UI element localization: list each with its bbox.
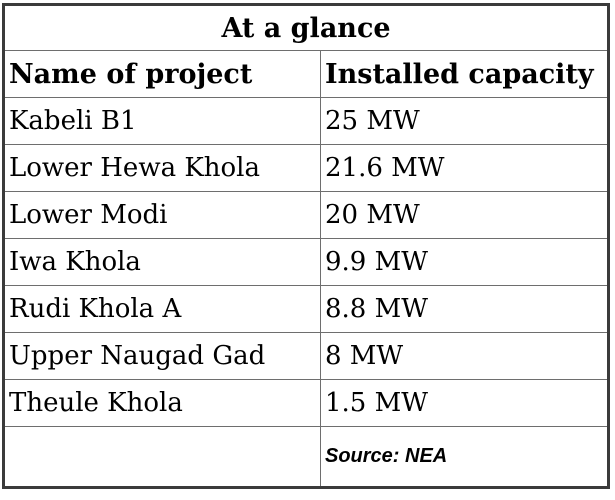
table-row: Kabeli B1 25 MW [3,97,609,145]
table-row: Rudi Khola A 8.8 MW [3,285,609,333]
table-row: Lower Modi 20 MW [3,191,609,239]
table-row: Upper Naugad Gad 8 MW [3,332,609,380]
project-name: Iwa Khola [3,238,321,286]
project-name: Rudi Khola A [3,285,321,333]
table-source-row: Source: NEA [3,426,609,488]
project-name: Lower Hewa Khola [3,144,321,192]
project-name: Theule Khola [3,379,321,427]
project-capacity: 8.8 MW [320,285,609,333]
source-note: Source: NEA [325,445,448,467]
project-capacity: 21.6 MW [320,144,609,192]
project-capacity: 1.5 MW [320,379,609,427]
project-capacity: 25 MW [320,97,609,145]
project-capacity: 20 MW [320,191,609,239]
empty-cell [3,426,321,488]
table-title-row: At a glance [3,4,609,51]
project-name: Kabeli B1 [3,97,321,145]
table-header-row: Name of project Installed capacity [3,50,609,98]
project-capacity: 8 MW [320,332,609,380]
at-a-glance-table: At a glance Name of project Installed ca… [2,3,610,489]
table-row: Theule Khola 1.5 MW [3,379,609,427]
project-name: Lower Modi [3,191,321,239]
column-header-name: Name of project [3,50,321,98]
project-capacity: 9.9 MW [320,238,609,286]
table-title: At a glance [3,4,609,51]
column-header-capacity: Installed capacity [320,50,609,98]
table-row: Iwa Khola 9.9 MW [3,238,609,286]
table-row: Lower Hewa Khola 21.6 MW [3,144,609,192]
project-name: Upper Naugad Gad [3,332,321,380]
